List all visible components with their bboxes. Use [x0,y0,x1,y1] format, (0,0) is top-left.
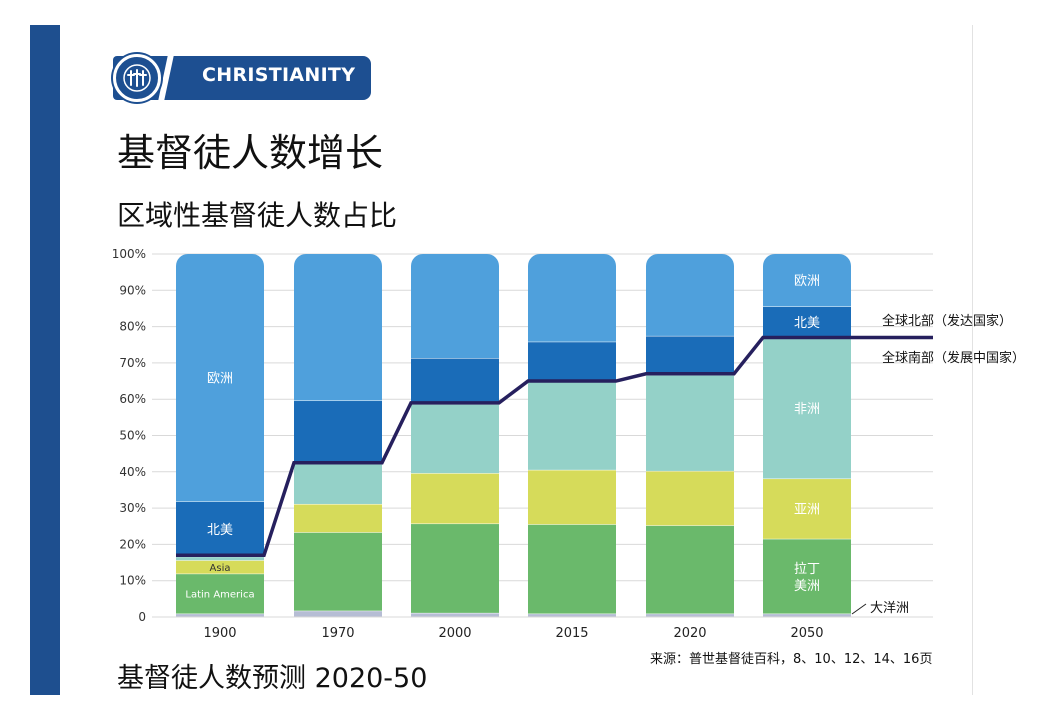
segment-label: 欧洲 [794,274,820,289]
y-tick-label: 20% [119,537,146,551]
bar-segment [411,473,499,524]
bar-segment [294,401,382,465]
x-tick-label: 1970 [321,626,354,641]
bar-1900 [176,254,264,617]
bar-segment [763,614,851,617]
source-note: 来源：普世基督徒百科，8、10、12、14、16页 [650,652,933,667]
bar-segment [176,614,264,617]
y-tick-label: 100% [112,247,146,261]
bar-segment [763,479,851,539]
bar-2000 [411,254,499,617]
bar-segment [411,613,499,617]
segment-label: 拉丁美洲 [794,562,820,594]
bar-segment [294,254,382,401]
y-tick-label: 80% [119,320,146,334]
y-tick-label: 60% [119,392,146,406]
bar-1970 [294,254,382,617]
y-tick-label: 30% [119,501,146,515]
x-tick-label: 2015 [555,626,588,641]
bar-segment [646,614,734,617]
segment-label: Latin America [185,590,254,601]
segment-label: 北美 [794,316,820,331]
bar-segment [176,557,264,561]
bar-segment [528,524,616,614]
global-south-annotation: 全球南部（发展中国家） [882,350,1025,366]
bar-segment [176,574,264,614]
bar-segment [411,358,499,405]
bar-segment [176,501,264,557]
bar-segment [528,470,616,525]
right-divider [972,25,973,695]
bar-segment [646,254,734,336]
bar-segment [411,524,499,613]
bar-segment [294,532,382,611]
chart-subtitle: 区域性基督徒人数占比 [117,199,398,232]
bar-segment [411,254,499,359]
segment-label: 亚洲 [794,503,820,518]
north-south-divider-line [176,335,933,558]
bar-segment [763,306,851,338]
oceania-annotation: 大洋洲 [870,601,909,616]
bar-2015 [528,254,616,617]
segment-label: Asia [210,563,231,574]
left-accent-bar [30,25,60,695]
global-north-annotation: 全球北部（发达国家） [882,313,1012,329]
x-tick-label: 2050 [790,626,823,641]
bar-segment [528,614,616,617]
bar-2020 [646,254,734,617]
bar-segment [294,611,382,617]
y-tick-label: 40% [119,465,146,479]
forecast-caption: 基督徒人数预测 2020-50 [117,663,428,694]
bar-segment [763,254,851,307]
bar-segment [294,464,382,504]
segment-label: 北美 [207,523,233,538]
bar-segment [176,254,264,502]
bar-2050 [763,254,851,617]
y-tick-label: 90% [119,283,146,297]
bar-segment [528,254,616,342]
bar-segment [763,539,851,614]
bar-segment [646,525,734,614]
bar-segment [646,471,734,526]
page-title: 基督徒人数增长 [117,131,384,175]
segment-label: 非洲 [794,402,820,417]
bar-segment [294,504,382,533]
y-tick-label: 70% [119,356,146,370]
bar-segment [763,338,851,479]
oceania-leader-line [851,603,867,615]
bar-segment [176,560,264,574]
x-tick-label: 2020 [673,626,706,641]
x-tick-label: 1900 [203,626,236,641]
bar-segment [646,336,734,376]
bar-segment [646,375,734,471]
y-tick-label: 50% [119,429,146,443]
x-tick-label: 2000 [438,626,471,641]
y-tick-label: 0 [138,610,146,624]
segment-label: 欧洲 [207,372,233,387]
bar-segment [411,404,499,474]
bar-segment [528,342,616,382]
bar-segment [528,382,616,470]
three-crosses-icon [113,54,161,102]
badge-label: CHRISTIANITY [202,64,356,86]
y-tick-label: 10% [119,574,146,588]
